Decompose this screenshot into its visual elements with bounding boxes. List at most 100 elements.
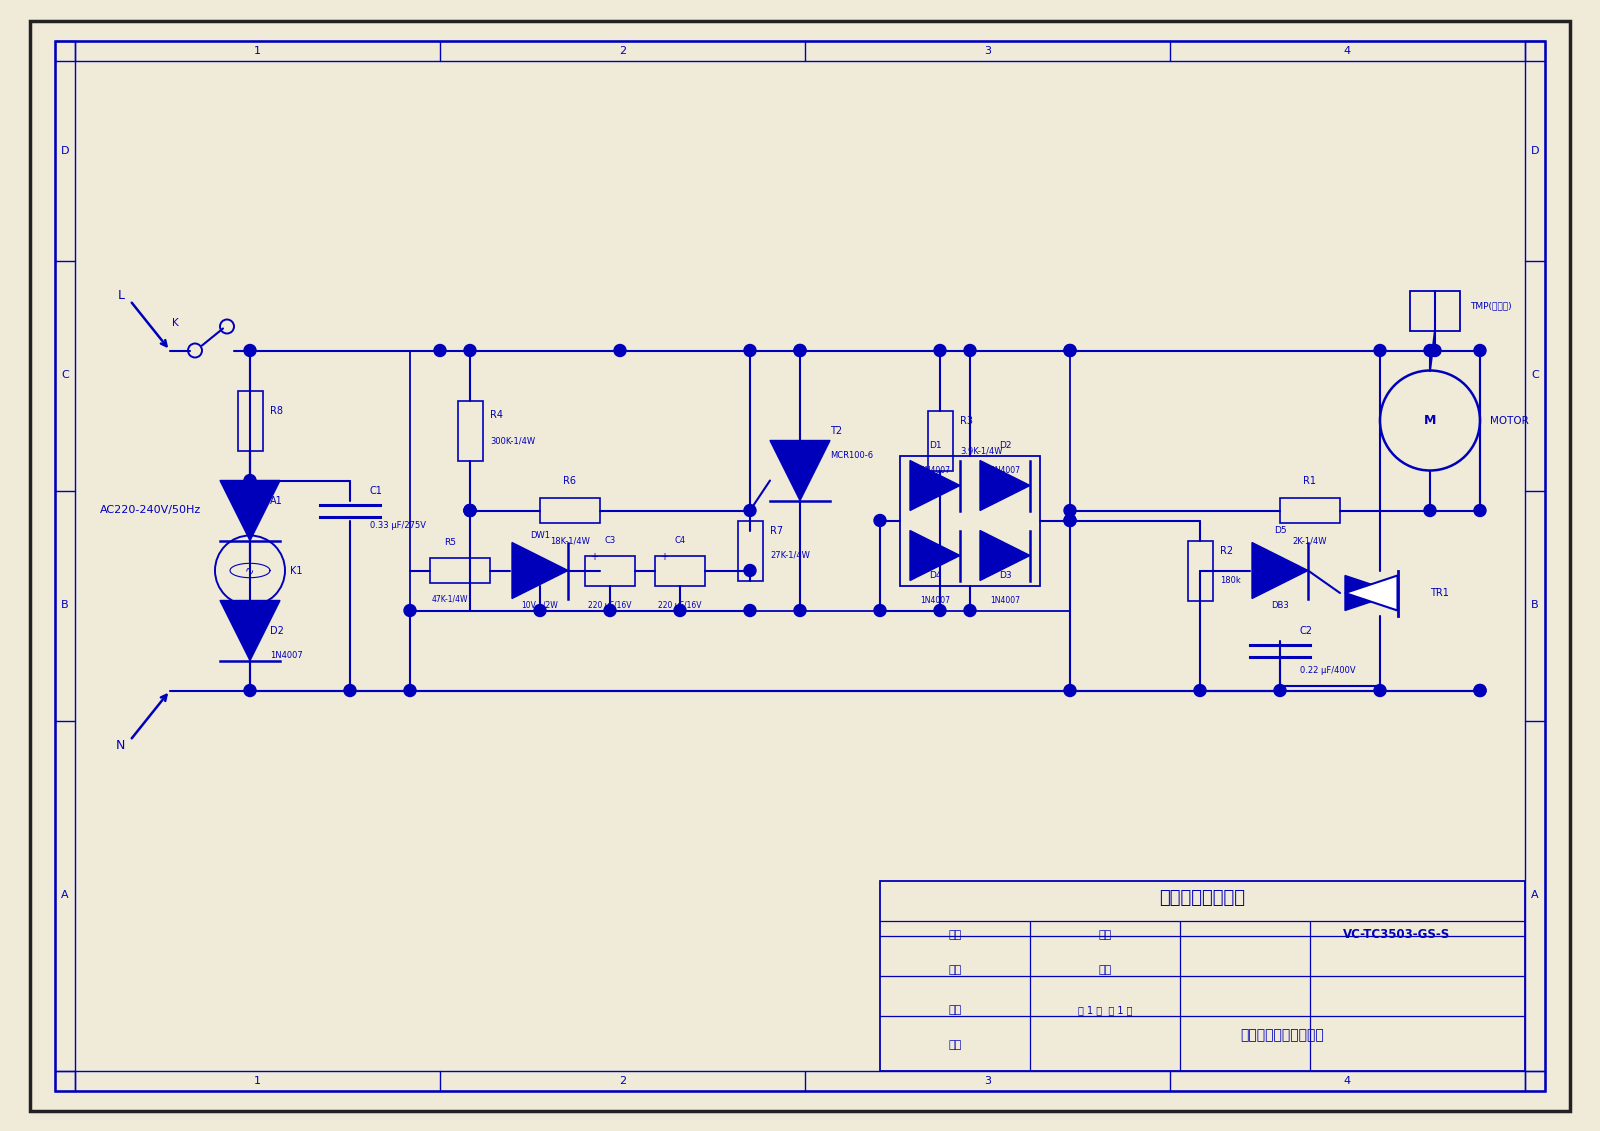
Text: VC-TC3503-GS-S: VC-TC3503-GS-S: [1342, 927, 1450, 941]
Text: 审核: 审核: [949, 966, 962, 976]
Text: +: +: [661, 553, 669, 562]
Text: R8: R8: [270, 406, 283, 415]
Text: MCR100-6: MCR100-6: [830, 451, 874, 460]
Circle shape: [344, 684, 355, 697]
Text: AC220-240V/50Hz: AC220-240V/50Hz: [99, 506, 202, 516]
Circle shape: [534, 604, 546, 616]
Bar: [1410, 291, 1459, 330]
Text: 220 μF/16V: 220 μF/16V: [658, 601, 702, 610]
Text: 0.33 μF/275V: 0.33 μF/275V: [370, 521, 426, 530]
Circle shape: [1424, 504, 1437, 517]
Circle shape: [1374, 345, 1386, 356]
Circle shape: [1064, 345, 1075, 356]
Circle shape: [934, 604, 946, 616]
Text: D1: D1: [928, 441, 941, 450]
Bar: [586, 555, 635, 586]
Text: +: +: [590, 553, 598, 562]
Text: 180k: 180k: [1221, 576, 1240, 585]
Text: 0.22 μF/400V: 0.22 μF/400V: [1299, 666, 1355, 675]
Text: 1N4007: 1N4007: [920, 466, 950, 475]
Polygon shape: [910, 460, 960, 510]
Text: 3.9K-1/4W: 3.9K-1/4W: [960, 446, 1003, 455]
Text: D2: D2: [998, 441, 1011, 450]
Circle shape: [963, 345, 976, 356]
Text: 300K-1/4W: 300K-1/4W: [490, 435, 534, 444]
Text: R5: R5: [445, 538, 456, 547]
Text: 3: 3: [984, 1076, 990, 1086]
Text: 共 1 张  第 1 张: 共 1 张 第 1 张: [1078, 1005, 1133, 1016]
Circle shape: [1274, 684, 1286, 697]
Polygon shape: [1251, 543, 1309, 598]
Circle shape: [1064, 515, 1075, 527]
Text: R6: R6: [563, 475, 576, 485]
Circle shape: [464, 504, 477, 517]
Text: M: M: [1424, 414, 1437, 428]
Text: D5: D5: [1274, 526, 1286, 535]
Circle shape: [1474, 684, 1486, 697]
Circle shape: [1474, 345, 1486, 356]
Circle shape: [1194, 684, 1206, 697]
Text: T2: T2: [830, 425, 842, 435]
Text: 47K-1/4W: 47K-1/4W: [432, 594, 469, 603]
Text: A: A: [1531, 890, 1539, 900]
Circle shape: [243, 475, 256, 486]
Polygon shape: [910, 530, 960, 580]
Circle shape: [1474, 684, 1486, 697]
Text: B: B: [1531, 601, 1539, 611]
Bar: [880, 881, 1525, 1071]
Circle shape: [1429, 345, 1442, 356]
Text: A: A: [61, 890, 69, 900]
Text: 莱克电气股份有限公司: 莱克电气股份有限公司: [1240, 1028, 1325, 1043]
Text: 设计: 设计: [949, 931, 962, 941]
Circle shape: [605, 604, 616, 616]
Circle shape: [963, 604, 976, 616]
Text: ∿: ∿: [245, 566, 254, 576]
Polygon shape: [979, 530, 1030, 580]
Text: C4: C4: [675, 536, 685, 545]
Circle shape: [464, 504, 477, 517]
Circle shape: [874, 515, 886, 527]
Circle shape: [243, 345, 256, 356]
Text: K: K: [171, 318, 178, 328]
Text: DB3: DB3: [1270, 601, 1290, 610]
Text: R1: R1: [1304, 475, 1317, 485]
Circle shape: [1064, 515, 1075, 527]
Polygon shape: [979, 460, 1030, 510]
Circle shape: [744, 564, 757, 577]
Circle shape: [794, 604, 806, 616]
Text: 10V-1/2W: 10V-1/2W: [522, 601, 558, 610]
Text: 吸尘器电路原理图: 吸尘器电路原理图: [1160, 889, 1245, 907]
Bar: [738, 520, 763, 580]
Text: N: N: [115, 739, 125, 752]
Circle shape: [794, 345, 806, 356]
Bar: [458, 400, 483, 460]
Bar: [1280, 498, 1341, 523]
Text: D4: D4: [928, 571, 941, 580]
Text: 1N4007: 1N4007: [990, 596, 1021, 605]
Text: R3: R3: [960, 415, 973, 425]
Circle shape: [403, 684, 416, 697]
Text: 规格: 规格: [1098, 966, 1112, 976]
Bar: [928, 411, 952, 470]
Polygon shape: [1346, 576, 1397, 611]
Text: D: D: [61, 146, 69, 155]
Text: R2: R2: [1221, 545, 1234, 555]
Text: 批准: 批准: [949, 1005, 962, 1016]
Circle shape: [243, 684, 256, 697]
Text: TR1: TR1: [1430, 588, 1450, 598]
Text: 1N4007: 1N4007: [920, 596, 950, 605]
Text: 27K-1/4W: 27K-1/4W: [770, 551, 810, 560]
Text: 日期: 日期: [949, 1041, 962, 1051]
Text: L: L: [118, 290, 125, 302]
Text: 1N4007: 1N4007: [990, 466, 1021, 475]
Bar: [654, 555, 706, 586]
Polygon shape: [770, 440, 830, 501]
Bar: [430, 558, 490, 582]
Circle shape: [464, 345, 477, 356]
Circle shape: [614, 345, 626, 356]
Text: 1: 1: [254, 45, 261, 55]
Polygon shape: [1346, 576, 1397, 611]
Circle shape: [1424, 345, 1437, 356]
Circle shape: [874, 604, 886, 616]
Text: D3: D3: [998, 571, 1011, 580]
